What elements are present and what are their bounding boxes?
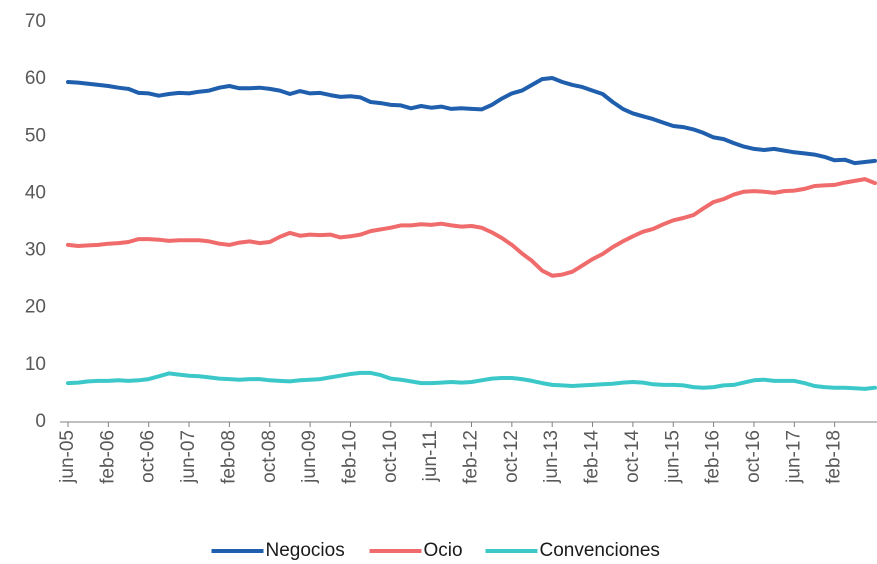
x-tick-label: oct-08 [259, 430, 280, 483]
y-tick-label: 60 [25, 68, 46, 89]
x-tick-label: oct-14 [622, 430, 643, 483]
y-tick-label: 40 [25, 182, 46, 203]
x-tick-label: oct-06 [138, 430, 159, 483]
series-line [66, 76, 877, 166]
x-tick-label: oct-10 [380, 430, 401, 483]
series-line [66, 370, 877, 391]
legend-label: Convenciones [540, 540, 660, 561]
y-tick-label: 30 [25, 240, 46, 261]
x-tick-label: feb-08 [218, 430, 239, 484]
y-tick-label: 10 [25, 354, 46, 375]
x-tick-label: feb-06 [97, 430, 118, 484]
x-tick-label: feb-16 [703, 430, 724, 484]
x-tick-label: feb-14 [582, 430, 603, 484]
x-tick-label: feb-18 [824, 430, 845, 484]
legend: Negocios Ocio Convenciones [211, 540, 660, 561]
x-tick-label: oct-12 [501, 430, 522, 483]
x-tick-label: feb-10 [339, 430, 360, 484]
y-tick-label: 0 [35, 411, 46, 432]
x-tick-label: jun-05 [57, 430, 78, 484]
x-tick-label: jun-07 [178, 430, 199, 484]
x-tick-label: feb-12 [461, 430, 482, 484]
legend-label: Ocio [424, 540, 463, 561]
legend-label: Negocios [266, 540, 345, 561]
x-tick-label: jun-11 [420, 430, 441, 482]
y-tick-label: 20 [25, 297, 46, 318]
x-tick-label: oct-16 [743, 430, 764, 483]
x-tick-label: jun-17 [783, 430, 804, 484]
y-tick-label: 70 [25, 11, 46, 32]
x-tick-label: jun-09 [299, 430, 320, 484]
y-tick-label: 50 [25, 125, 46, 146]
series-line [66, 177, 877, 278]
x-tick-label: jun-15 [662, 430, 683, 484]
x-tick-label: jun-13 [541, 430, 562, 484]
